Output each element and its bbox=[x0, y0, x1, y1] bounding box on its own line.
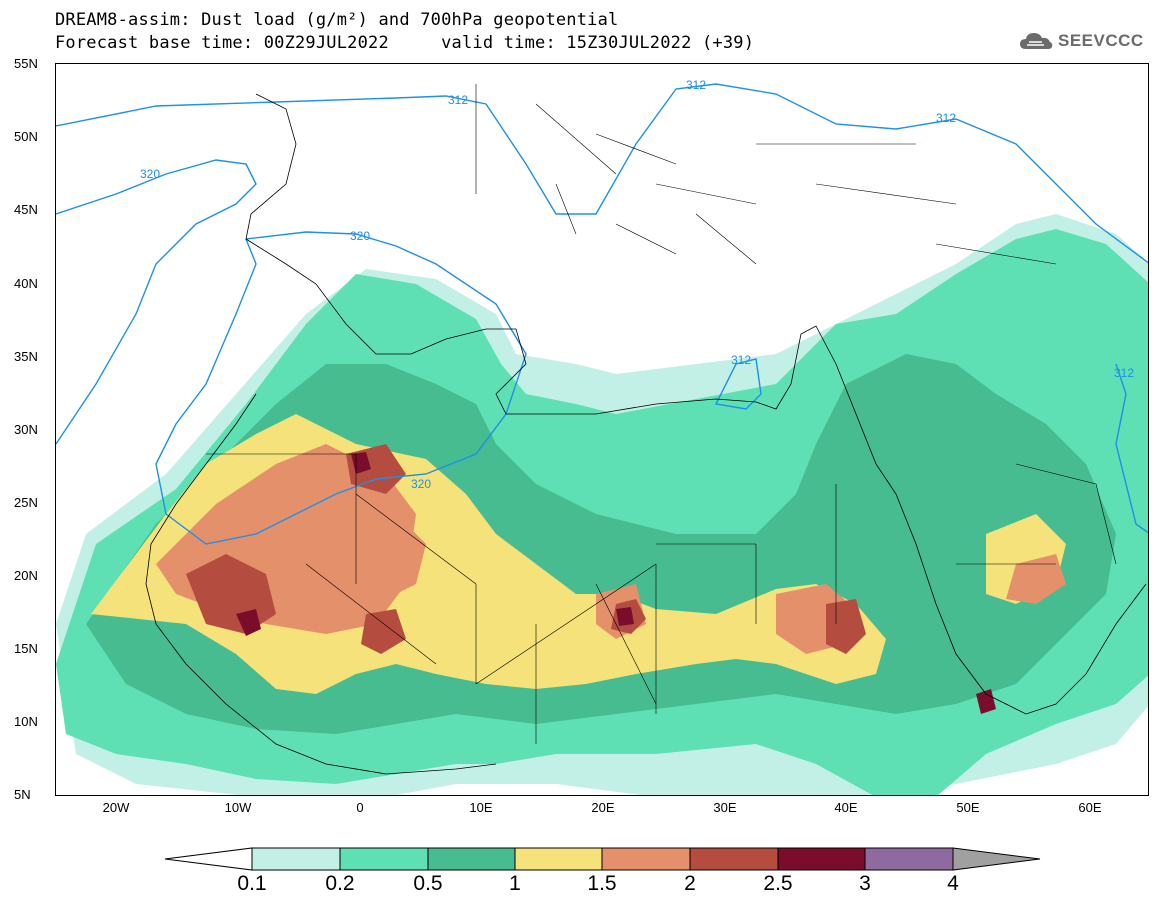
dust-map: 312 312 312 312 312 320 320 320 bbox=[56, 78, 1148, 795]
coastline-africa-west bbox=[145, 393, 497, 775]
lat-label-35n: 35N bbox=[14, 349, 38, 364]
contour-label-320: 320 bbox=[411, 477, 431, 491]
colorbar-label-0.2: 0.2 bbox=[325, 872, 355, 895]
seevccc-logo: SEEVCCC bbox=[1018, 26, 1144, 56]
lon-label-0: 0 bbox=[356, 800, 364, 815]
contour-label-320: 320 bbox=[140, 167, 160, 181]
lon-label-20e: 20E bbox=[591, 800, 615, 815]
lat-label-5n: 5N bbox=[14, 787, 31, 802]
lat-label-45n: 45N bbox=[14, 202, 38, 217]
lat-label-40n: 40N bbox=[14, 276, 38, 291]
contour-label-312: 312 bbox=[686, 78, 706, 92]
colorbar-segment-0.1 bbox=[251, 847, 341, 871]
lat-label-55n: 55N bbox=[14, 56, 38, 71]
lon-label-10e: 10E bbox=[469, 800, 493, 815]
country-borders bbox=[206, 453, 1117, 744]
lat-label-15n: 15N bbox=[14, 641, 38, 656]
cloud-logo-icon bbox=[1020, 33, 1053, 49]
colorbar-label-1: 1 bbox=[509, 872, 521, 895]
colorbar-label-2.5: 2.5 bbox=[763, 872, 793, 895]
contour-label-312: 312 bbox=[448, 93, 468, 107]
lat-label-50n: 50N bbox=[14, 129, 38, 144]
contour-320-west bbox=[56, 159, 257, 445]
map-title: DREAM8-assim: Dust load (g/m²) and 700hP… bbox=[55, 10, 619, 30]
colorbar-label-1.5: 1.5 bbox=[587, 872, 617, 895]
map-subtitle: Forecast base time: 00Z29JUL2022 valid t… bbox=[55, 33, 755, 53]
lon-label-10w: 10W bbox=[224, 800, 252, 815]
colorbar-label-4: 4 bbox=[947, 872, 959, 895]
colorbar-segment-0.2 bbox=[339, 847, 429, 871]
colorbar-over-triangle bbox=[952, 847, 1041, 871]
contour-label-312: 312 bbox=[936, 111, 956, 125]
colorbar-segment-1 bbox=[514, 847, 603, 871]
contour-label-312: 312 bbox=[731, 353, 751, 367]
colorbar-label-0.1: 0.1 bbox=[237, 872, 267, 895]
lon-label-60e: 60E bbox=[1078, 800, 1102, 815]
coastline-outline bbox=[245, 93, 1147, 715]
contour-312-cyprus bbox=[714, 358, 762, 410]
lat-label-25n: 25N bbox=[14, 495, 38, 510]
contour-312-north bbox=[56, 83, 1148, 264]
lat-label-10n: 10N bbox=[14, 714, 38, 729]
lon-label-40e: 40E bbox=[834, 800, 858, 815]
europe-borders bbox=[475, 84, 1057, 265]
lon-label-30e: 30E bbox=[713, 800, 737, 815]
colorbar-label-0.5: 0.5 bbox=[413, 872, 443, 895]
lat-label-30n: 30N bbox=[14, 422, 38, 437]
dust-region-level-1.5 bbox=[156, 444, 1066, 654]
contour-label-320: 320 bbox=[350, 229, 370, 243]
colorbar-under-triangle bbox=[164, 847, 253, 871]
colorbar-segment-3 bbox=[864, 847, 954, 871]
colorbar-segment-1.5 bbox=[601, 847, 691, 871]
lon-label-50e: 50E bbox=[956, 800, 980, 815]
colorbar-segment-2 bbox=[689, 847, 779, 871]
map-panel: 312 312 312 312 312 320 320 320 bbox=[55, 63, 1149, 796]
colorbar-segment-2.5 bbox=[777, 847, 866, 871]
colorbar-segment-0.5 bbox=[427, 847, 516, 871]
colorbar bbox=[164, 847, 1041, 871]
lon-label-20w: 20W bbox=[102, 800, 130, 815]
contour-label-312: 312 bbox=[1114, 366, 1134, 380]
logo-text: SEEVCCC bbox=[1058, 31, 1144, 50]
lat-label-20n: 20N bbox=[14, 568, 38, 583]
contour-312-east bbox=[1115, 363, 1148, 534]
colorbar-label-2: 2 bbox=[684, 872, 696, 895]
colorbar-label-3: 3 bbox=[859, 872, 871, 895]
